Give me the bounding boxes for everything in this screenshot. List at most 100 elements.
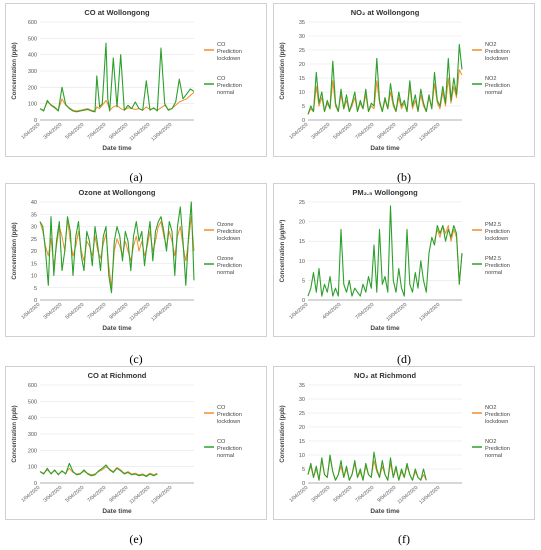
y-tick-label: 25: [299, 48, 305, 54]
chart-title: CO at Wollongong: [84, 8, 150, 17]
y-tick-label: 500: [28, 36, 37, 42]
chart-svg-1: NO₂ at Wollongong 0 5 10 15 20 25 30 35 1/04/2020…: [280, 8, 510, 152]
x-tick-label: 13/04/2020: [418, 485, 441, 506]
y-tick-label: 35: [299, 20, 305, 26]
x-tick-label: 13/04/2020: [150, 485, 173, 506]
x-tick-label: 5/04/2020: [64, 302, 85, 321]
panel-caption: (f): [398, 532, 410, 546]
chart-svg-2: Ozone at Wollongong 0 5 10 15 20 25 30 35 40 1/04/…: [12, 188, 242, 332]
x-tick-label: 9/04/2020: [108, 485, 129, 504]
y-tick-label: 20: [31, 249, 37, 255]
x-tick-label: 7/04/2020: [86, 302, 107, 321]
x-tick-label: 11/04/2020: [397, 122, 420, 143]
x-tick-label: 13/04/2020: [150, 302, 173, 323]
series-line-normal: [39, 201, 195, 294]
y-axis-label: Concentration (ppb): [12, 405, 18, 462]
x-tick-label: 1/04/2020: [288, 302, 309, 321]
chart-panel-5: NO₂ at Richmond 0 5 10 15 20 25 30 35 1/04/2020 3/…: [273, 366, 535, 520]
panel-caption: (e): [129, 532, 143, 546]
x-tick-label: 1/04/2020: [20, 302, 41, 321]
x-axis-label: Date time: [370, 508, 400, 515]
x-tick-label: 9/04/2020: [376, 485, 397, 504]
chart-panel-2: Ozone at Wollongong 0 5 10 15 20 25 30 35 40 1/04/…: [5, 183, 267, 337]
y-tick-label: 5: [34, 286, 37, 292]
x-tick-label: 1/04/2020: [288, 485, 309, 504]
panel-caption: (b): [397, 170, 411, 184]
legend-label: NO2 Prediction normal: [485, 439, 510, 459]
panel-caption: (c): [129, 352, 143, 366]
chart-title: CO at Richmond: [88, 371, 147, 380]
x-tick-label: 3/04/2020: [42, 122, 63, 141]
x-tick-label: 7/04/2020: [354, 302, 375, 321]
legend-label: Ozone Prediction lockdown: [217, 222, 242, 242]
y-tick-label: 5: [302, 278, 305, 284]
legend-label: CO Prediction normal: [217, 76, 242, 96]
legend-label: NO2 Prediction normal: [485, 76, 510, 96]
x-tick-label: 11/04/2020: [129, 485, 152, 506]
legend-label: PM2.5 Prediction normal: [485, 256, 510, 276]
y-tick-label: 0: [302, 298, 305, 304]
y-tick-label: 10: [31, 274, 37, 280]
chart-title: Ozone at Wollongong: [79, 188, 156, 197]
y-tick-label: 25: [31, 237, 37, 243]
chart-panel-0: CO at Wollongong 0 100 200 300 400 500 600 1/04/…: [5, 3, 267, 157]
y-tick-label: 35: [31, 212, 37, 218]
y-tick-label: 300: [28, 432, 37, 438]
chart-svg-5: NO₂ at Richmond 0 5 10 15 20 25 30 35 1/04/2020 3/…: [280, 371, 510, 515]
x-tick-label: 5/04/2020: [64, 122, 85, 141]
y-tick-label: 200: [28, 448, 37, 454]
x-tick-label: 11/04/2020: [397, 485, 420, 506]
y-axis-label: Concentration (ppb): [12, 222, 18, 279]
x-axis-label: Date time: [102, 508, 132, 515]
y-tick-label: 30: [299, 34, 305, 40]
x-axis-label: Date time: [102, 145, 132, 152]
x-tick-label: 9/04/2020: [108, 122, 129, 141]
x-tick-label: 10/04/2020: [385, 302, 408, 323]
x-tick-label: 9/04/2020: [376, 122, 397, 141]
chart-svg-4: CO at Richmond 0 100 200 300 400 500 600 1/04/20…: [12, 371, 242, 515]
series-line-normal: [39, 42, 195, 113]
x-tick-label: 1/04/2020: [20, 485, 41, 504]
chart-title: NO₂ at Richmond: [354, 371, 417, 380]
y-tick-label: 100: [28, 465, 37, 471]
series-line-normal: [39, 462, 158, 478]
y-tick-label: 15: [299, 76, 305, 82]
y-tick-label: 25: [299, 200, 305, 206]
x-axis-label: Date time: [370, 145, 400, 152]
legend-label: PM2.5 Prediction lockdown: [485, 222, 510, 242]
x-tick-label: 3/04/2020: [42, 485, 63, 504]
y-axis-label: Concentration (ppb): [12, 42, 18, 99]
panel-caption: (d): [397, 352, 411, 366]
legend-label: CO Prediction lockdown: [217, 42, 242, 62]
y-tick-label: 25: [299, 411, 305, 417]
y-tick-label: 5: [302, 467, 305, 473]
x-tick-label: 3/04/2020: [310, 122, 331, 141]
x-tick-label: 13/04/2020: [418, 122, 441, 143]
y-tick-label: 15: [299, 239, 305, 245]
x-tick-label: 5/04/2020: [332, 122, 353, 141]
x-tick-label: 7/04/2020: [354, 485, 375, 504]
series-line-normal: [307, 451, 427, 481]
y-tick-label: 20: [299, 220, 305, 226]
y-tick-label: 200: [28, 85, 37, 91]
x-tick-label: 11/04/2020: [129, 122, 152, 143]
y-tick-label: 500: [28, 399, 37, 405]
y-tick-label: 40: [31, 200, 37, 206]
y-axis-label: Concentration (μg/m³): [279, 220, 286, 283]
x-tick-label: 4/04/2020: [321, 302, 342, 321]
series-line-normal: [307, 205, 463, 297]
x-tick-label: 11/04/2020: [129, 302, 152, 323]
y-tick-label: 0: [302, 118, 305, 124]
y-tick-label: 30: [31, 225, 37, 231]
y-tick-label: 400: [28, 416, 37, 422]
y-tick-label: 35: [299, 383, 305, 389]
x-tick-label: 7/04/2020: [86, 485, 107, 504]
chart-panel-3: PM₂.₅ Wollongong 0 5 10 15 20 25 1/04/2020 4/04/…: [273, 183, 535, 337]
x-axis-label: Date time: [370, 325, 400, 332]
y-tick-label: 0: [302, 481, 305, 487]
x-tick-label: 7/04/2020: [86, 122, 107, 141]
x-tick-label: 1/04/2020: [20, 122, 41, 141]
y-tick-label: 15: [299, 439, 305, 445]
x-tick-label: 9/04/2020: [108, 302, 129, 321]
x-tick-label: 13/04/2020: [418, 302, 441, 323]
